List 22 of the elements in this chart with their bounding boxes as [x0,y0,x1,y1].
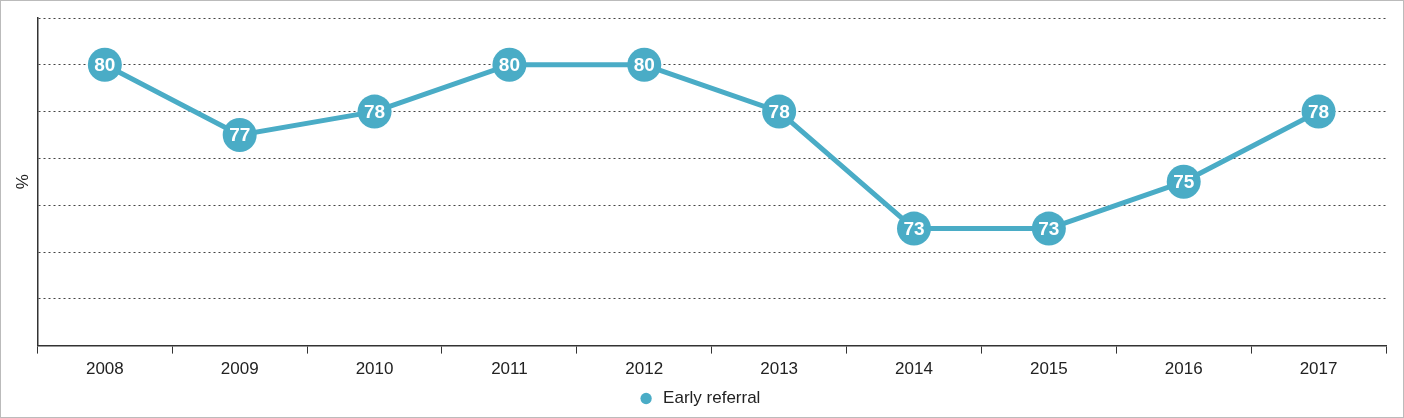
x-tick-label: 2016 [1164,359,1203,379]
data-label: 78 [363,100,386,122]
x-tick-label: 2010 [355,359,394,379]
x-tick-label: 2012 [625,359,664,379]
y-axis-title: % [12,174,32,190]
x-tick-label: 2014 [895,359,933,379]
data-label: 73 [903,217,925,239]
x-tick-label: 2011 [491,359,528,379]
x-tick-label: 2015 [1029,359,1068,379]
data-label: 78 [768,100,790,122]
data-label: 73 [1038,217,1060,239]
x-tick-label: 2009 [220,359,259,379]
data-label: 80 [94,54,116,76]
legend-label: Early referral [663,388,761,408]
data-label: 77 [229,124,251,146]
x-tick-label: 2008 [85,359,124,379]
data-label: 80 [498,54,520,76]
data-label: 80 [633,54,655,76]
data-label: 78 [1308,100,1330,122]
x-tick-label: 2017 [1299,359,1338,379]
data-label: 75 [1173,171,1195,193]
x-tick-label: 2013 [760,359,799,379]
